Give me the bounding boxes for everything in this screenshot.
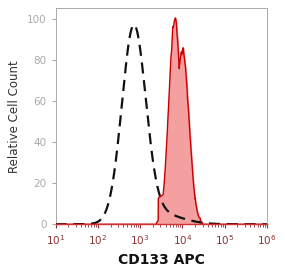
Y-axis label: Relative Cell Count: Relative Cell Count [8, 60, 21, 173]
X-axis label: CD133 APC: CD133 APC [118, 253, 205, 267]
